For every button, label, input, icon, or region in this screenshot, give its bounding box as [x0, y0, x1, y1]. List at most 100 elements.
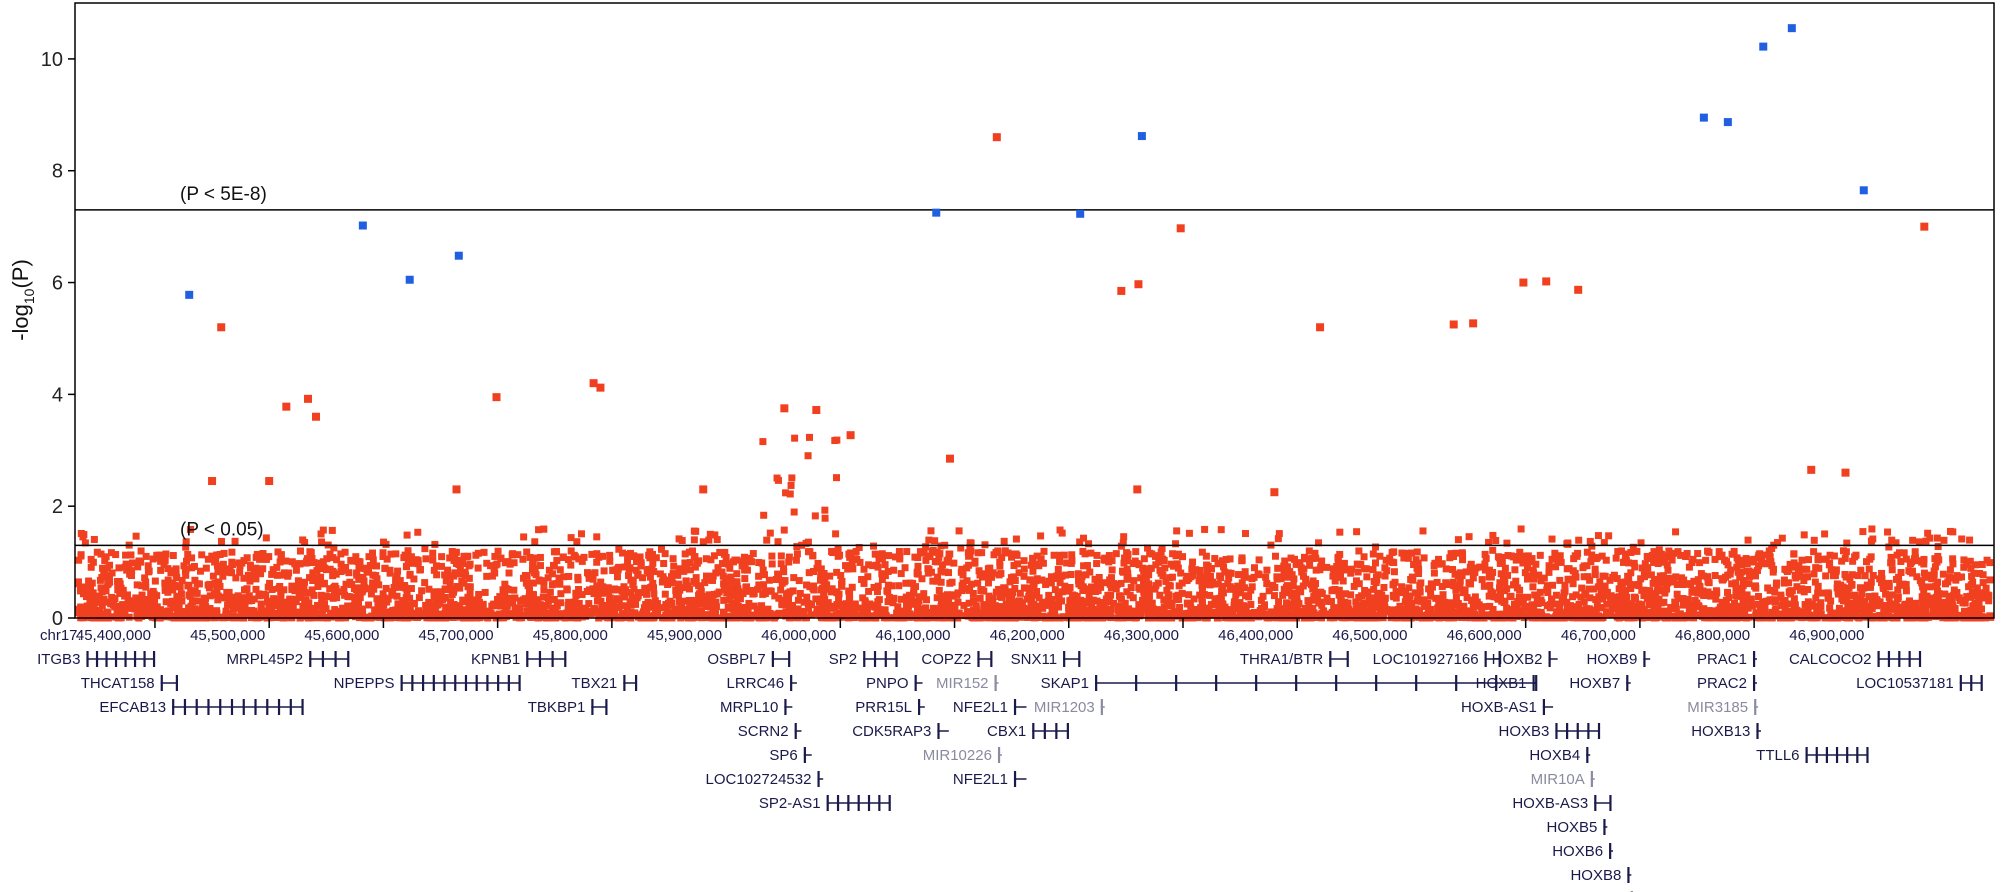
background-point [681, 550, 689, 558]
background-point [198, 551, 206, 559]
background-point [1930, 571, 1938, 579]
background-point [1413, 548, 1421, 556]
background-point [1157, 548, 1165, 556]
background-point [1803, 603, 1811, 611]
background-point [1580, 573, 1588, 581]
background-point [846, 595, 854, 603]
background-point [683, 562, 691, 570]
background-point [396, 606, 404, 614]
background-point [1851, 553, 1859, 561]
background-point [1834, 588, 1842, 596]
background-point [273, 563, 281, 571]
background-point [950, 559, 958, 567]
background-point [1145, 587, 1153, 595]
background-point [575, 585, 583, 593]
background-point [1045, 591, 1053, 599]
background-point [1888, 536, 1896, 544]
background-point [1451, 613, 1459, 621]
background-point [595, 607, 603, 615]
background-point [1248, 575, 1256, 583]
background-point [1390, 568, 1398, 576]
background-point [1287, 610, 1295, 618]
background-point [1240, 584, 1248, 592]
background-point [460, 552, 468, 560]
background-point [1087, 549, 1095, 557]
background-point [360, 577, 368, 585]
background-point [1715, 606, 1723, 614]
background-point [1688, 588, 1696, 596]
background-point [1339, 613, 1347, 621]
background-point [450, 588, 458, 596]
background-point [187, 602, 195, 610]
background-point [1434, 604, 1442, 612]
background-point [539, 593, 547, 601]
background-point [849, 565, 857, 573]
background-point [282, 605, 290, 613]
background-point [985, 592, 993, 600]
background-point [567, 534, 575, 542]
background-point [1020, 572, 1028, 580]
background-point [274, 548, 282, 556]
background-point [437, 610, 445, 618]
background-point [138, 591, 146, 599]
background-point [1481, 560, 1489, 568]
background-point [1286, 601, 1294, 609]
background-point [1663, 585, 1671, 593]
background-point [1272, 552, 1280, 560]
background-point [1168, 599, 1176, 607]
background-point [1228, 606, 1236, 614]
background-point [353, 571, 361, 579]
background-point [1769, 568, 1777, 576]
background-point [112, 551, 120, 559]
background-point [1603, 600, 1611, 608]
background-point [716, 548, 724, 556]
background-point [989, 569, 997, 577]
background-point [1211, 595, 1219, 603]
background-point [1112, 550, 1120, 558]
background-point [170, 567, 178, 575]
background-point [437, 562, 445, 570]
background-point [1800, 531, 1808, 539]
background-point [940, 593, 948, 601]
background-point [1476, 563, 1484, 571]
background-point [219, 560, 227, 568]
background-point [1273, 605, 1281, 613]
background-point [314, 582, 322, 590]
background-point [415, 594, 423, 602]
background-point [1433, 578, 1441, 586]
background-point [585, 570, 593, 578]
background-point [1866, 583, 1874, 591]
background-point [1414, 559, 1422, 567]
background-point [873, 588, 881, 596]
background-point [808, 601, 816, 609]
background-point [421, 545, 429, 553]
background-point [1469, 603, 1477, 611]
background-point [745, 599, 753, 607]
background-point [1009, 604, 1017, 612]
background-point [164, 565, 172, 573]
background-point [1093, 560, 1101, 568]
background-point [1580, 598, 1588, 606]
background-point [1414, 569, 1422, 577]
background-point [1979, 579, 1987, 587]
background-point [835, 595, 843, 603]
background-point [1766, 596, 1774, 604]
background-point [698, 613, 706, 621]
background-point [610, 586, 618, 594]
background-point [1835, 604, 1843, 612]
background-point [102, 553, 110, 561]
background-point [1663, 561, 1671, 569]
background-point [128, 567, 136, 575]
background-point [1302, 579, 1310, 587]
background-point [1668, 551, 1676, 559]
background-point [185, 591, 193, 599]
background-point [1722, 573, 1730, 581]
background-point [1463, 594, 1471, 602]
background-point [365, 553, 373, 561]
background-point [459, 559, 467, 567]
background-point [796, 589, 804, 597]
background-point [1911, 608, 1919, 616]
background-point [758, 559, 766, 567]
background-point [1740, 603, 1748, 611]
background-point [885, 552, 893, 560]
